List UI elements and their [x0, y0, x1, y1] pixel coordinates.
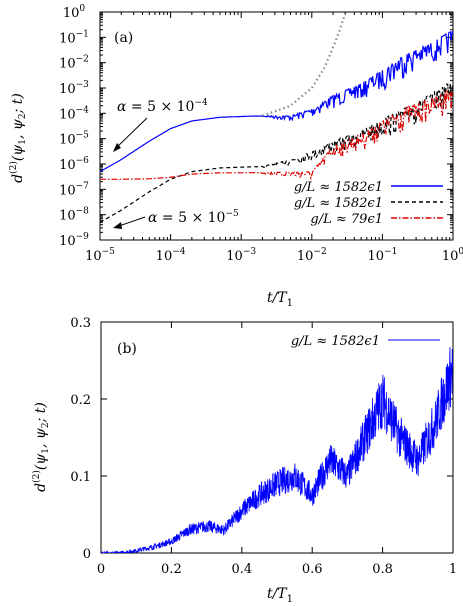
panel-a-series-line-1 — [100, 82, 453, 223]
panel-a-x-tick-label: 10−5 — [85, 247, 115, 264]
panel-a-legend-label: g/L ≈ 79ϵ1 — [310, 212, 383, 227]
panel-b-y-label: d(2)(ψ1, ψ2; t) — [31, 402, 51, 492]
panel-b: 0 0.2 0.4 0.6 0.8 1 0 0.1 0.2 0.3 (b) g/L ≈ 1582… — [31, 316, 457, 605]
panel-a-series-line-3 — [262, 12, 347, 117]
panel-b-legend-label: g/L ≈ 1582ϵ1 — [291, 334, 380, 349]
panel-a-y-tick-label: 10−7 — [59, 181, 89, 198]
panel-b-x-ticks: 0 0.2 0.4 0.6 0.8 1 — [97, 322, 457, 577]
panel-b-y-tick-label: 0.3 — [70, 316, 91, 331]
panel-b-series — [101, 347, 453, 553]
panel-b-x-tick-label: 0 — [97, 562, 105, 577]
panel-a-series-line-0 — [100, 31, 453, 173]
panel-a-x-tick-label: 10−1 — [367, 247, 397, 264]
panel-a-x-tick-label: 100 — [442, 247, 463, 264]
panel-b-y-tick-label: 0.2 — [70, 393, 91, 408]
panel-b-x-tick-label: 0.2 — [161, 562, 182, 577]
panel-a-y-tick-label: 10−8 — [59, 207, 89, 224]
panel-b-y-tick-label: 0.1 — [70, 470, 91, 485]
annotation-arrow-low — [118, 216, 146, 227]
panel-a-legend-label: g/L ≈ 1582ϵ1 — [294, 180, 383, 195]
panel-a-y-tick-label: 10−9 — [59, 232, 89, 249]
panel-a-x-tick-label: 10−2 — [297, 247, 327, 264]
panel-a-series — [100, 12, 453, 223]
panel-a-y-tick-label: 10−4 — [59, 105, 89, 122]
panel-b-x-label: t/T1 — [267, 586, 293, 605]
panel-b-x-tick-label: 1 — [449, 562, 457, 577]
panel-a: 10−5 10−4 10−3 10−2 10−1 100 10−9 10−8 10−7 10−6… — [8, 4, 463, 309]
panel-a-x-label: t/T1 — [267, 290, 293, 309]
annotation-alpha-low: α = 5 × 10−5 — [148, 209, 239, 226]
panel-b-x-tick-label: 0.4 — [231, 562, 252, 577]
panel-a-y-tick-label: 10−6 — [59, 156, 89, 173]
panel-a-y-tick-label: 10−2 — [59, 55, 89, 72]
panel-b-series-line-0 — [101, 347, 453, 553]
annotation-arrowhead-high — [113, 143, 121, 152]
panel-b-legend: g/L ≈ 1582ϵ1 — [291, 334, 440, 349]
panel-a-x-tick-label: 10−3 — [226, 247, 256, 264]
panel-a-y-ticks: 10−9 10−8 10−7 10−6 10−5 10−4 10−3 10−2 10−1 100 — [59, 4, 453, 249]
panel-b-y-ticks: 0 0.1 0.2 0.3 — [70, 316, 453, 562]
annotation-arrowhead-low — [113, 222, 122, 229]
annotation-arrow-high — [115, 117, 148, 149]
panel-a-series-line-2 — [100, 89, 453, 181]
panel-a-y-label: d(2)(ψ1, ψ2; t) — [8, 93, 28, 183]
panel-a-label: (a) — [114, 30, 133, 46]
panel-b-x-tick-label: 0.6 — [302, 562, 323, 577]
panel-a-y-tick-label: 10−3 — [59, 80, 89, 97]
panel-a-y-tick-label: 10−5 — [59, 131, 89, 148]
panel-a-y-tick-label: 100 — [63, 4, 86, 21]
annotation-alpha-high: α = 5 × 10−4 — [117, 98, 208, 115]
panel-b-y-tick-label: 0 — [83, 547, 91, 562]
panel-b-label: (b) — [117, 341, 137, 357]
panel-a-x-ticks: 10−5 10−4 10−3 10−2 10−1 100 — [85, 12, 463, 264]
panel-a-frame — [99, 11, 454, 241]
panel-a-legend-label: g/L ≈ 1582ϵ1 — [294, 196, 383, 211]
panel-a-x-tick-label: 10−4 — [156, 247, 186, 264]
panel-b-frame — [100, 321, 454, 554]
panel-b-x-tick-label: 0.8 — [372, 562, 393, 577]
panel-a-y-tick-label: 10−1 — [59, 29, 89, 46]
